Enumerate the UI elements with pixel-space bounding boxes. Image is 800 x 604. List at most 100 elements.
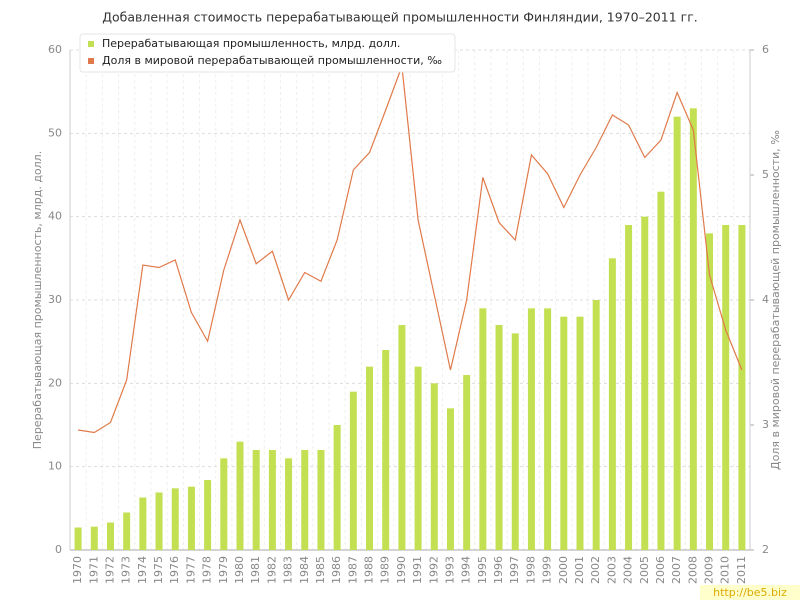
y2-tick-label: 6 (762, 43, 769, 56)
chart-title: Добавленная стоимость перерабатывающей п… (102, 10, 697, 25)
x-tick-label: 2011 (735, 556, 748, 584)
y-tick-label: 30 (48, 293, 62, 306)
x-tick-label: 1988 (363, 556, 376, 584)
bar (333, 425, 341, 550)
bar (204, 480, 212, 550)
x-tick-label: 1972 (103, 556, 116, 584)
x-tick-label: 1981 (249, 556, 262, 584)
x-tick-label: 1974 (136, 556, 149, 584)
bar (592, 300, 600, 550)
x-tick-label: 1990 (395, 556, 408, 584)
x-tick-label: 1983 (282, 556, 295, 584)
bar (123, 512, 131, 550)
bar (301, 450, 309, 550)
bar (349, 391, 357, 550)
watermark[interactable]: http://be5.biz (713, 586, 787, 599)
bar (106, 522, 114, 550)
watermark-bg (700, 585, 800, 600)
x-tick-label: 1997 (508, 556, 521, 584)
legend-label: Доля в мировой перерабатывающей промышле… (102, 54, 442, 67)
x-tick-label: 2001 (573, 556, 586, 584)
y2-tick-label: 5 (762, 168, 769, 181)
x-tick-label: 2007 (670, 556, 683, 584)
bar (689, 108, 697, 550)
bar (511, 333, 519, 550)
y-tick-label: 0 (55, 543, 62, 556)
bar (706, 233, 714, 551)
x-tick-label: 1971 (87, 556, 100, 584)
x-tick-label: 1991 (411, 556, 424, 584)
y-tick-label: 50 (48, 126, 62, 139)
x-tick-label: 1975 (152, 556, 165, 584)
bar (382, 350, 390, 550)
bar (252, 450, 260, 550)
bar (576, 316, 584, 550)
x-tick-label: 2010 (719, 556, 732, 584)
bar (430, 383, 438, 550)
x-tick-label: 1978 (201, 556, 214, 584)
legend-swatch (88, 58, 94, 64)
y-tick-label: 10 (48, 460, 62, 473)
bar (317, 450, 325, 550)
bar (544, 308, 552, 550)
x-tick-label: 2000 (557, 556, 570, 584)
bar (220, 458, 228, 550)
bar (171, 488, 179, 550)
x-tick-label: 1986 (330, 556, 343, 584)
bar (90, 526, 98, 550)
x-tick-label: 1992 (427, 556, 440, 584)
y-tick-label: 60 (48, 43, 62, 56)
bar (673, 116, 681, 551)
x-tick-label: 1995 (476, 556, 489, 584)
x-tick-label: 2002 (589, 556, 602, 584)
y2-tick-label: 2 (762, 543, 769, 556)
x-tick-label: 1976 (168, 556, 181, 584)
bar (657, 191, 665, 550)
bar (414, 366, 422, 550)
x-tick-label: 1977 (184, 556, 197, 584)
bar (268, 450, 276, 550)
y-axis-title: Перерабатывающая промышленность, млрд. д… (31, 151, 44, 449)
bar (139, 497, 147, 550)
legend-box (79, 33, 456, 73)
x-tick-label: 1999 (541, 556, 554, 584)
y2-tick-label: 4 (762, 293, 769, 306)
x-tick-label: 2009 (703, 556, 716, 584)
y2-axis-title: Доля в мировой перерабатывающей промышле… (769, 130, 782, 470)
bar (398, 325, 406, 550)
x-tick-label: 2003 (605, 556, 618, 584)
bar (560, 316, 568, 550)
bar (608, 258, 616, 550)
x-tick-label: 1996 (492, 556, 505, 584)
bar (463, 375, 471, 550)
y-tick-label: 40 (48, 210, 62, 223)
x-tick-label: 2008 (686, 556, 699, 584)
x-tick-label: 1998 (524, 556, 537, 584)
x-tick-label: 1993 (443, 556, 456, 584)
x-tick-label: 2004 (622, 556, 635, 584)
bar (366, 366, 374, 550)
x-tick-label: 1979 (217, 556, 230, 584)
x-tick-label: 2005 (638, 556, 651, 584)
y2-tick-label: 3 (762, 418, 769, 431)
x-tick-label: 1989 (379, 556, 392, 584)
x-tick-label: 1994 (460, 556, 473, 584)
bar (155, 492, 163, 550)
bar (625, 225, 633, 550)
line (78, 66, 743, 434)
bar (641, 216, 649, 550)
x-tick-label: 1985 (314, 556, 327, 584)
y-tick-label: 20 (48, 376, 62, 389)
x-tick-label: 1982 (265, 556, 278, 584)
bar (495, 325, 503, 550)
x-tick-label: 1984 (298, 556, 311, 584)
bar (187, 486, 195, 550)
bar (236, 441, 244, 550)
bar (722, 225, 730, 550)
bar (527, 308, 535, 550)
x-tick-label: 1973 (120, 556, 133, 584)
x-tick-label: 1970 (71, 556, 84, 584)
x-tick-label: 1980 (233, 556, 246, 584)
bar (285, 458, 293, 550)
